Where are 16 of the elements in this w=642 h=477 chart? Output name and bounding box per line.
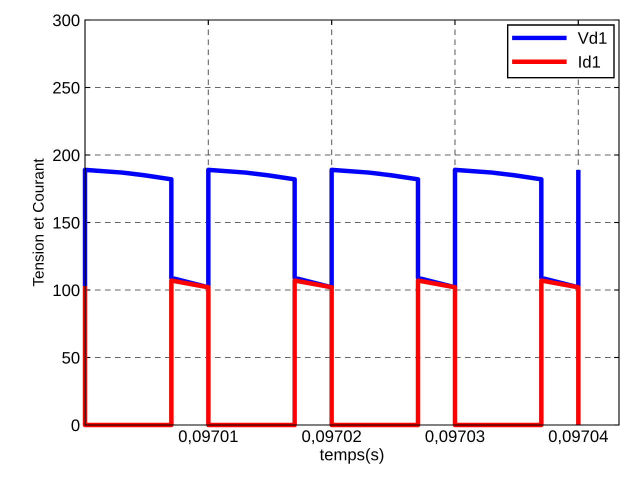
legend-label: Vd1 <box>578 32 607 44</box>
y-tick-label: 0 <box>72 419 80 432</box>
y-tick-label: 200 <box>53 149 80 162</box>
y-tick-label: 250 <box>53 82 80 94</box>
legend-label: Id1 <box>579 56 600 68</box>
x-tick-label: 0,09704 <box>548 430 608 444</box>
x-axis-title: temps(s) <box>320 448 384 464</box>
y-axis-title: Tension et Courant <box>32 158 44 286</box>
line-series <box>82 278 581 428</box>
x-tick-label: 0,09701 <box>178 430 238 444</box>
y-tick-label: 100 <box>54 284 80 296</box>
y-tick-label: 150 <box>54 216 80 229</box>
x-tick-label: 0,09703 <box>426 430 484 444</box>
y-tick-label: 50 <box>62 352 80 364</box>
x-tick-label: 0,09702 <box>302 430 361 444</box>
y-tick-label: 300 <box>52 14 80 26</box>
